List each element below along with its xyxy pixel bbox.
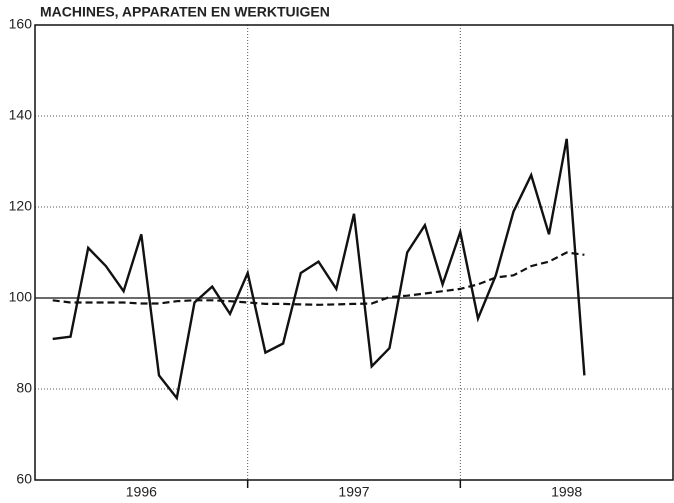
y-tick-label: 160	[9, 16, 33, 32]
y-tick-label: 120	[9, 198, 33, 214]
data-line	[52, 138, 586, 401]
x-tick-label: 1996	[126, 484, 157, 500]
x-tick-label: 1998	[551, 484, 582, 500]
x-tick-label: 1997	[338, 484, 369, 500]
y-tick-label: 140	[9, 107, 33, 123]
y-tick-label: 60	[16, 471, 32, 487]
y-tick-label: 80	[16, 380, 32, 396]
y-tick-label: 100	[9, 289, 33, 305]
chart-title: MACHINES, APPARATEN EN WERKTUIGEN	[40, 4, 330, 20]
data-line	[52, 251, 585, 306]
plot-frame	[34, 24, 674, 481]
